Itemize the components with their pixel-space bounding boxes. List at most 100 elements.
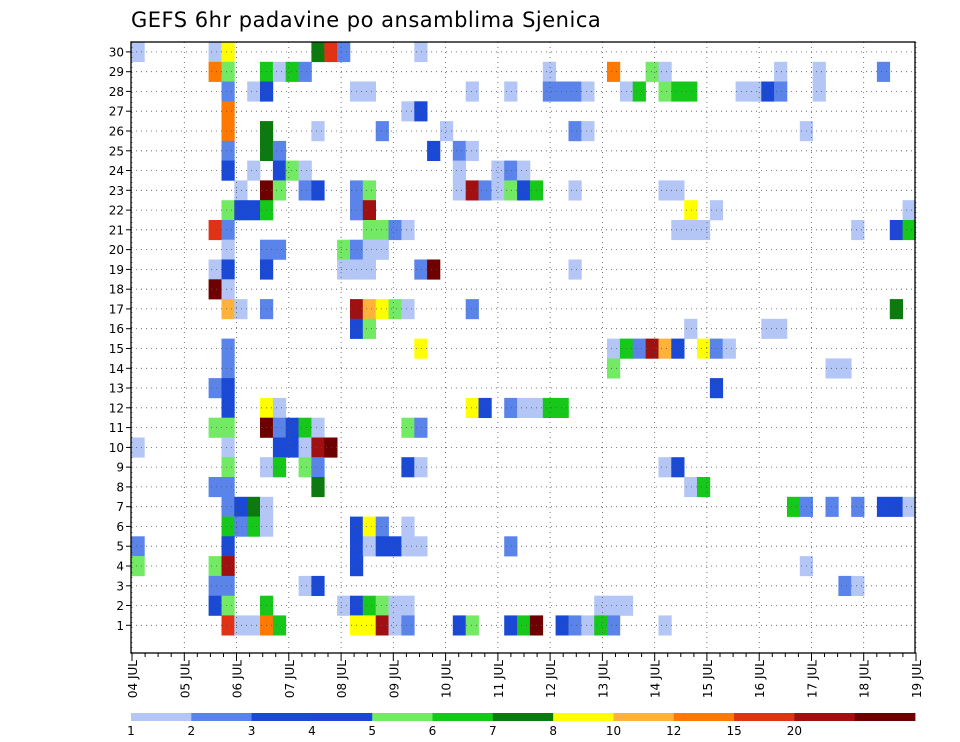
x-tick-label: 10 JUL [440, 660, 454, 698]
heatmap-cell [568, 180, 582, 201]
y-tick-label: 1 [116, 619, 124, 633]
heatmap-cell [272, 437, 287, 458]
colorbar-swatch [191, 713, 252, 721]
heatmap-cell [671, 81, 685, 102]
heatmap-cell [362, 595, 376, 616]
colorbar-swatch [311, 713, 373, 721]
heatmap-cell [632, 81, 646, 102]
colorbar-swatch [734, 713, 795, 721]
heatmap-cell [234, 615, 248, 636]
colorbar-legend: 1 2 3 4 5 6 7 8 10 12 15 20 [127, 713, 916, 738]
heatmap-cell [812, 81, 826, 102]
heatmap-cell [311, 42, 325, 63]
heatmap-cell [234, 299, 248, 320]
heatmap-cell [208, 220, 222, 241]
heatmap-cell [221, 536, 235, 557]
heatmap-cell [247, 160, 261, 181]
colorbar-swatch [613, 713, 675, 721]
heatmap-cell [272, 457, 287, 478]
heatmap-cell [581, 81, 595, 102]
heatmap-cell [221, 457, 235, 478]
y-tick-label: 11 [109, 421, 124, 435]
heatmap-cell [285, 160, 299, 181]
x-tick-label: 08 JUL [335, 660, 349, 698]
colorbar-label: 20 [787, 724, 802, 738]
heatmap-cell [465, 81, 479, 102]
heatmap-cell [684, 200, 698, 221]
heatmap-cell [221, 556, 235, 577]
heatmap-cell [311, 180, 325, 201]
heatmap-cell [504, 615, 518, 636]
heatmap-cell [208, 378, 222, 399]
heatmap-cell [414, 101, 428, 122]
heatmap-cell [851, 220, 865, 241]
heatmap-cell [684, 318, 698, 339]
heatmap-cell [401, 101, 415, 122]
heatmap-cell [568, 259, 582, 280]
heatmap-cell [221, 239, 235, 260]
heatmap-cell [671, 180, 685, 201]
x-tick-label: 09 JUL [387, 660, 401, 698]
heatmap-cell [221, 516, 235, 537]
heatmap-cell [504, 397, 518, 418]
heatmap-cell [722, 338, 736, 359]
heatmap-cell [838, 575, 852, 596]
heatmap-cell [388, 299, 402, 320]
heatmap-cell [697, 220, 711, 241]
x-tick-label: 14 JUL [649, 660, 663, 698]
heatmap-cell [568, 615, 582, 636]
heatmap-cell [221, 358, 235, 379]
heatmap-cell [452, 160, 466, 181]
heatmap-cell [311, 575, 325, 596]
heatmap-cell [311, 121, 325, 142]
grid-lines [131, 42, 917, 653]
heatmap-cell [645, 338, 659, 359]
heatmap-cell [311, 477, 325, 498]
heatmap-cell [221, 81, 235, 102]
heatmap-cell [208, 279, 222, 300]
y-tick-label: 5 [116, 540, 124, 554]
x-tick-label: 11 JUL [492, 660, 506, 698]
y-tick-label: 4 [116, 560, 124, 574]
heatmap-cell [607, 358, 621, 379]
heatmap-cell [208, 575, 222, 596]
heatmap-cell [838, 358, 852, 379]
heatmap-cell [607, 595, 621, 616]
heatmap-cell [375, 516, 389, 537]
heatmap-cell [221, 200, 235, 221]
heatmap-cell [607, 338, 621, 359]
x-tick-label: 12 JUL [544, 660, 558, 698]
heatmap-cell [414, 417, 428, 438]
heatmap-cell [247, 81, 261, 102]
y-tick-label: 28 [109, 85, 124, 99]
heatmap-cell [324, 437, 338, 458]
heatmap-cell [761, 81, 775, 102]
heatmap-cell [272, 417, 287, 438]
y-tick-label: 25 [109, 144, 124, 158]
heatmap-cell [311, 457, 325, 478]
heatmap-cell [414, 42, 428, 63]
x-tick-label: 13 JUL [596, 660, 610, 698]
heatmap-cell [414, 457, 428, 478]
heatmap-cell [375, 595, 389, 616]
heatmap-cell [362, 81, 376, 102]
heatmap-cell [555, 81, 569, 102]
colorbar-label: 2 [187, 724, 195, 738]
plot-frame [130, 41, 916, 654]
heatmap-cell [234, 180, 248, 201]
heatmap-cell [221, 437, 235, 458]
colorbar-label: 5 [368, 724, 376, 738]
heatmap-cell [401, 516, 415, 537]
heatmap-cell [272, 397, 287, 418]
colorbar-label: 6 [429, 724, 437, 738]
heatmap-cell [478, 180, 492, 201]
heatmap-cell [208, 477, 222, 498]
heatmap-cell [221, 299, 235, 320]
y-tick-label: 21 [109, 223, 124, 237]
heatmap-cell [684, 81, 698, 102]
heatmap-cell [221, 279, 235, 300]
heatmap-cell [247, 516, 261, 537]
heatmap-cell [375, 220, 389, 241]
heatmap-cell [465, 397, 479, 418]
